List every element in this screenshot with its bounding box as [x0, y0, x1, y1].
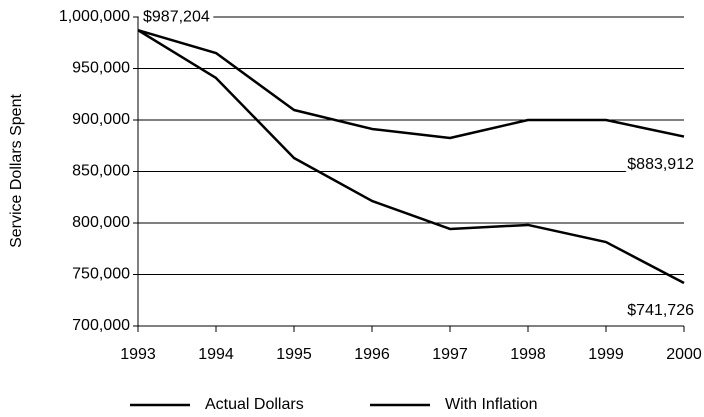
- y-tick-label: 900,000: [72, 111, 130, 128]
- x-tick-label: 1995: [276, 346, 312, 363]
- y-axis-label: Service Dollars Spent: [8, 94, 25, 248]
- y-tick-label: 700,000: [72, 317, 130, 334]
- x-tick-label: 1998: [510, 346, 546, 363]
- x-tick-label: 1996: [354, 346, 390, 363]
- legend-label: Actual Dollars: [205, 396, 304, 413]
- value-label: $987,204: [143, 8, 210, 25]
- y-tick-label: 950,000: [72, 60, 130, 77]
- value-label: $741,726: [627, 302, 694, 319]
- x-tick-label: 1999: [588, 346, 624, 363]
- value-label: $883,912: [627, 156, 694, 173]
- y-tick-label: 750,000: [72, 266, 130, 283]
- x-tick-label: 1994: [198, 346, 234, 363]
- legend-label: With Inflation: [445, 396, 537, 413]
- x-tick-label: 2000: [666, 346, 702, 363]
- y-tick-label: 800,000: [72, 214, 130, 231]
- series-line: [137, 29, 685, 285]
- y-tick-label: 1,000,000: [59, 8, 130, 25]
- x-tick-label: 1993: [120, 346, 156, 363]
- y-tick-label: 850,000: [72, 163, 130, 180]
- series-line: [137, 28, 685, 140]
- x-tick-label: 1997: [432, 346, 468, 363]
